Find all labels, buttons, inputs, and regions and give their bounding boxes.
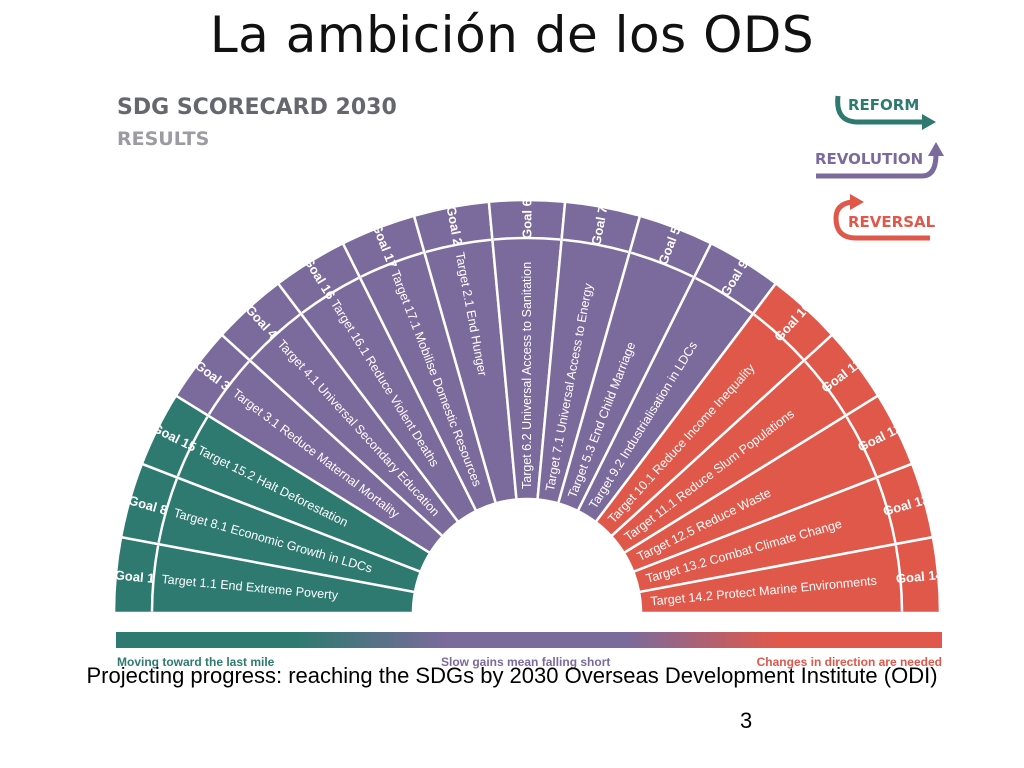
scorecard-subtitle: RESULTS: [117, 128, 210, 150]
scale-right-label: Changes in direction are needed: [757, 655, 942, 669]
slide-title: La ambición de los ODS: [209, 6, 815, 64]
scorecard-fan: Goal 1 Target 1.1 End Extreme PovertyGoal…: [112, 198, 944, 615]
goal-label: Goal 6: [520, 199, 535, 239]
ring-divider: [694, 276, 753, 314]
scale-gradient-bar: [116, 632, 942, 648]
target-label: Target 6.2 Universal Access to Sanitatio…: [520, 262, 534, 489]
scale-left-label: Moving toward the last mile: [117, 655, 275, 669]
legend-reversal-label: REVERSAL: [848, 213, 936, 231]
ring-divider: [845, 416, 878, 477]
ring-divider: [360, 251, 424, 278]
ring-divider: [562, 238, 629, 254]
ring-divider: [894, 545, 904, 612]
legend-reform-label: REFORM: [848, 96, 919, 114]
page-number: 3: [740, 708, 753, 733]
revolution-arrowhead-icon: [928, 142, 944, 156]
reversal-arrow-icon: [833, 199, 930, 241]
ring-divider: [804, 360, 847, 415]
ring-divider: [249, 313, 301, 361]
ring-divider: [425, 238, 492, 254]
ring-divider: [493, 236, 561, 241]
goal-label: Goal 1: [114, 567, 155, 586]
reform-arrow-icon: [835, 95, 924, 125]
goal-label: Goal 14: [895, 567, 944, 586]
progress-scale: Moving toward the last mile Slow gains m…: [116, 632, 942, 669]
scorecard-title: SDG SCORECARD 2030: [117, 95, 397, 120]
legend-reform: REFORM: [835, 95, 936, 130]
ring-divider: [176, 416, 209, 477]
legend: REFORM REVOLUTION REVERSAL: [815, 95, 944, 241]
ring-divider: [753, 313, 805, 361]
ring-divider: [630, 251, 694, 278]
goal-label: Goal 7: [588, 205, 610, 247]
ring-divider: [301, 276, 360, 314]
revolution-arrow-icon: [816, 153, 939, 179]
ring-divider: [157, 478, 178, 543]
legend-revolution-label: REVOLUTION: [815, 150, 923, 168]
segment-goal-1: Goal 1 Target 1.1 End Extreme Poverty: [112, 535, 417, 615]
segment-wedge: [637, 535, 942, 615]
ring-divider: [207, 360, 250, 415]
reform-arrowhead-icon: [922, 114, 936, 130]
legend-revolution: REVOLUTION: [815, 142, 944, 179]
source-footer: Projecting progress: reaching the SDGs b…: [86, 663, 938, 688]
ring-divider: [876, 478, 897, 543]
reversal-arrowhead-icon: [850, 194, 864, 210]
ring-divider: [150, 545, 160, 612]
legend-reversal: REVERSAL: [833, 194, 936, 241]
scale-middle-label: Slow gains mean falling short: [441, 655, 610, 669]
goal-label: Goal 2: [444, 205, 466, 247]
